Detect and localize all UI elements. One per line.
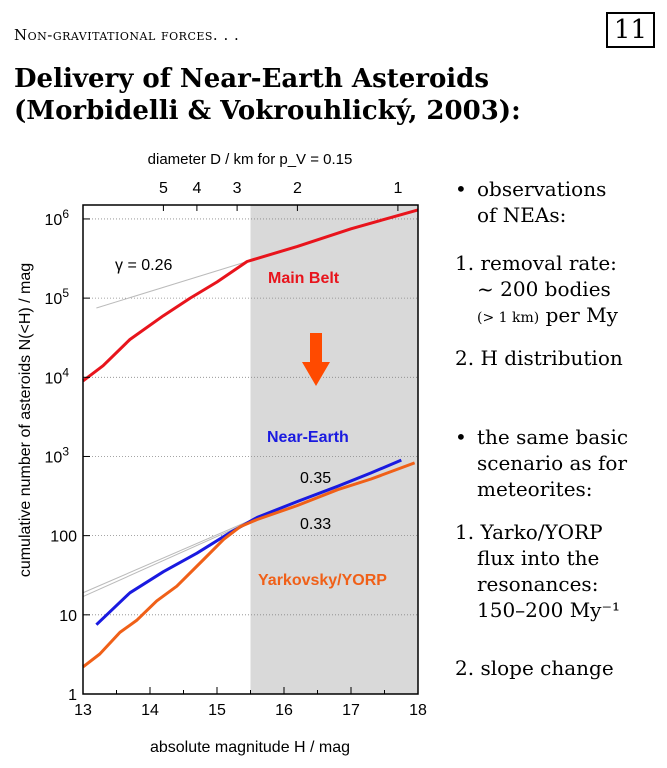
yarkovsky-label: Yarkovsky/YORP (258, 572, 387, 589)
slide-title: Delivery of Near-Earth Asteroids (Morbid… (14, 63, 521, 127)
x-tick-label: 13 (74, 702, 92, 719)
y-tick-label: 10 (59, 608, 77, 625)
near-earth-label: Near-Earth (267, 429, 349, 446)
bullet-dot-icon: • (455, 177, 467, 201)
slope-035-label: 0.35 (300, 470, 331, 487)
top-tick-label: 4 (192, 180, 201, 197)
top-tick-label: 2 (293, 180, 302, 197)
fit-line (82, 517, 258, 598)
y-tick-label: 106 (45, 207, 70, 229)
item-slope-change: 2. slope change (455, 656, 614, 680)
title-line-2: (Morbidelli & Vokrouhlický, 2003): (14, 96, 521, 126)
top-axis-label: diameter D / km for p_V = 0.15 (148, 151, 353, 168)
bullet-same-scenario: • the same basic scenario as for meteorit… (455, 425, 629, 501)
y-tick-label: 103 (45, 444, 70, 466)
x-tick-label: 17 (342, 702, 360, 719)
series-line-yarkovsky-yorp (82, 461, 416, 669)
main-belt-label: Main Belt (268, 270, 340, 287)
down-arrow-icon (302, 333, 330, 386)
x-tick-label: 16 (275, 702, 293, 719)
top-tick-label: 1 (393, 180, 402, 197)
shaded-region (250, 205, 418, 694)
gamma-label: γ = 0.26 (115, 257, 172, 274)
y-tick-label: 100 (50, 529, 77, 546)
x-tick-label: 15 (208, 702, 226, 719)
bullet-observations: • observations of NEAs: (455, 177, 607, 227)
title-line-1: Delivery of Near-Earth Asteroids (14, 64, 489, 94)
y-axis-label: cumulative number of asteroids N(<H) / m… (17, 263, 34, 577)
x-axis-label: absolute magnitude H / mag (150, 739, 350, 756)
x-tick-label: 18 (409, 702, 427, 719)
y-tick-label: 1 (68, 687, 77, 704)
series-line-main-belt (82, 208, 419, 383)
item-yarko-flux: 1. Yarko/YORP flux into the resonances: … (455, 520, 621, 622)
page-number: 11 (605, 12, 655, 48)
y-tick-label: 105 (45, 286, 70, 308)
item-removal-rate: 1. removal rate: ~ 200 bodies (> 1 km) p… (455, 251, 618, 327)
top-tick-label: 3 (233, 180, 242, 197)
fit-line (82, 516, 258, 594)
section-header: Non-gravitational forces. . . (14, 26, 240, 44)
x-tick-label: 14 (141, 702, 159, 719)
y-tick-label: 104 (45, 365, 70, 387)
slope-033-label: 0.33 (300, 516, 331, 533)
bullet-dot-icon: • (455, 425, 467, 449)
fit-line (96, 261, 248, 309)
item-h-distribution: 2. H distribution (455, 346, 623, 370)
top-tick-label: 5 (159, 180, 168, 197)
